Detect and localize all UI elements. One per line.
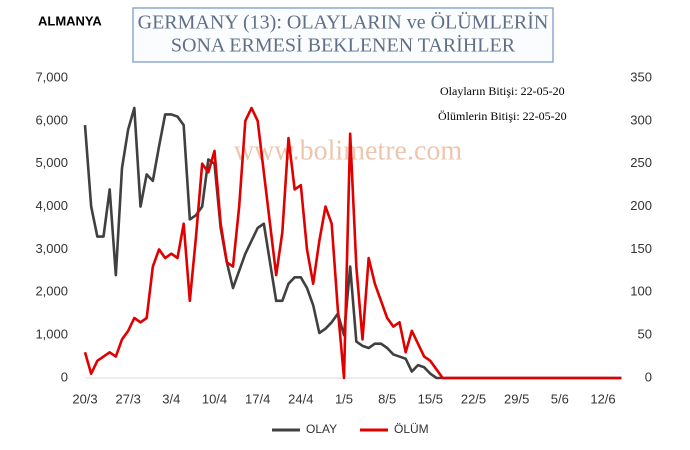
y-tick-label: 2,000: [35, 284, 68, 299]
annotation: Ölümlerin Bitişi: 22-05-20: [438, 109, 567, 123]
legend-label: OLAY: [306, 422, 337, 436]
x-tick-label: 5/6: [551, 391, 569, 406]
x-tick-label: 20/3: [72, 391, 97, 406]
y2-tick-label: 50: [638, 327, 652, 342]
x-tick-label: 22/5: [461, 391, 486, 406]
x-tick-label: 12/6: [590, 391, 615, 406]
y-tick-label: 5,000: [35, 155, 68, 170]
y-tick-label: 0: [61, 369, 68, 384]
x-tick-label: 27/3: [116, 391, 141, 406]
x-tick-label: 17/4: [245, 391, 270, 406]
title-box: [132, 7, 554, 63]
y-tick-label: 6,000: [35, 112, 68, 127]
y2-tick-label: 350: [630, 69, 652, 84]
y2-tick-label: 100: [630, 284, 652, 299]
x-tick-label: 8/5: [378, 391, 396, 406]
x-tick-label: 29/5: [504, 391, 529, 406]
x-tick-label: 1/5: [335, 391, 353, 406]
x-tick-label: 3/4: [162, 391, 180, 406]
y2-tick-label: 200: [630, 198, 652, 213]
y2-tick-label: 150: [630, 241, 652, 256]
x-tick-label: 24/4: [288, 391, 313, 406]
chart-title: SONA ERMESİ BEKLENEN TARİHLER: [171, 34, 516, 57]
y2-tick-label: 250: [630, 155, 652, 170]
series-line: [83, 106, 622, 380]
y2-tick-label: 0: [645, 369, 652, 384]
chart-title: GERMANY (13): OLAYLARIN ve ÖLÜMLERİN: [138, 11, 549, 34]
country-label: ALMANYA: [38, 13, 102, 28]
y-tick-label: 4,000: [35, 198, 68, 213]
watermark: www.bolimetre.com: [234, 135, 463, 166]
y-tick-label: 3,000: [35, 241, 68, 256]
annotation: Olayların Bitişi: 22-05-20: [440, 84, 565, 98]
x-tick-label: 10/4: [202, 391, 227, 406]
y-tick-label: 1,000: [35, 327, 68, 342]
legend-label: ÖLÜM: [394, 422, 429, 436]
y2-tick-label: 300: [630, 112, 652, 127]
x-tick-label: 15/5: [418, 391, 443, 406]
y-tick-label: 7,000: [35, 69, 68, 84]
